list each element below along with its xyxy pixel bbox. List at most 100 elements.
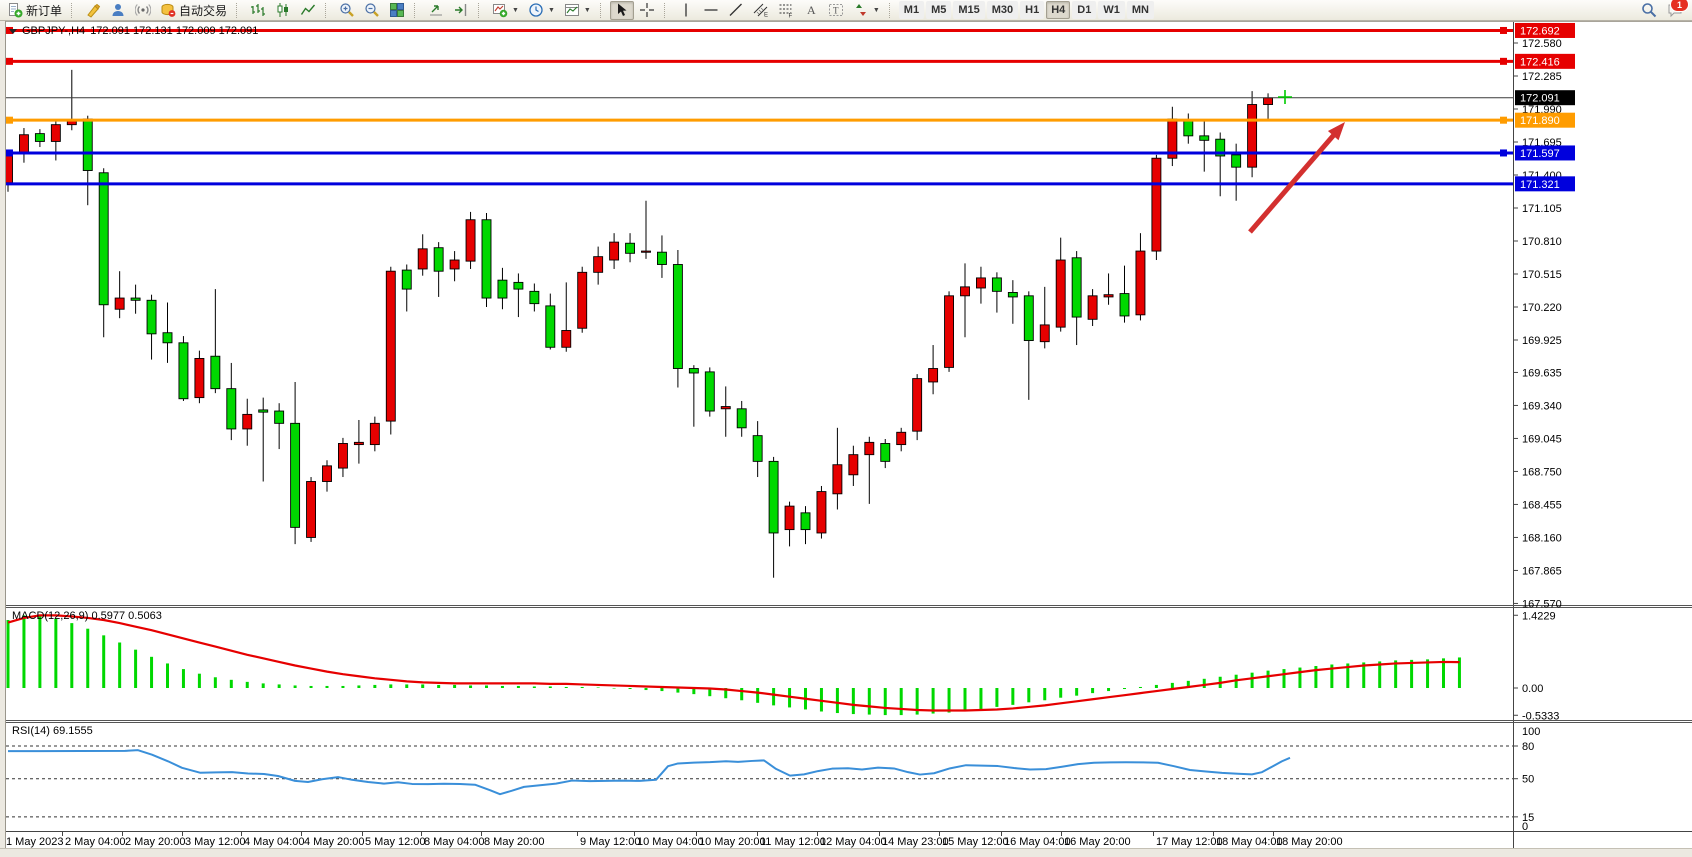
trendline-icon — [729, 3, 742, 16]
macd-tick-label: 0.00 — [1522, 683, 1543, 695]
rsi-level-label: 100 — [1522, 726, 1540, 738]
timeframe-button-M5[interactable]: M5 — [926, 1, 952, 19]
metaeditor-button[interactable] — [81, 1, 105, 20]
price-tick-label: 170.220 — [1522, 302, 1562, 314]
rsi-indicator-label: RSI(14) 69.1555 — [12, 725, 93, 737]
rsi-level-label: 0 — [1522, 821, 1528, 833]
zoom-in-icon — [340, 3, 354, 17]
vline-button[interactable] — [674, 1, 698, 20]
signal-icon — [135, 4, 152, 16]
candle-body — [1103, 294, 1114, 298]
time-tick-label: 5 May 12:00 — [365, 836, 426, 848]
timeframe-button-W1[interactable]: W1 — [1098, 1, 1125, 19]
trend-arrow[interactable] — [1248, 129, 1340, 234]
chart-candles-button[interactable] — [271, 1, 295, 20]
community-button[interactable] — [106, 1, 130, 20]
templates-button[interactable]: ▼ — [560, 1, 595, 20]
search-button[interactable] — [1637, 1, 1661, 20]
candle-body — [1199, 135, 1210, 141]
hline-handle[interactable] — [6, 116, 13, 124]
line-chart-icon — [300, 4, 316, 15]
chevron-down-icon[interactable]: ▼ — [547, 6, 555, 14]
chart-window — [0, 21, 1692, 848]
hline-button[interactable] — [699, 1, 723, 20]
autoscroll-button[interactable] — [424, 1, 448, 20]
crosshair-button[interactable] — [635, 1, 659, 20]
arrows-icon — [855, 4, 866, 16]
candle-body — [481, 219, 492, 299]
time-tick-label: 14 May 23:00 — [882, 836, 949, 848]
title-dropdown-icon[interactable] — [9, 28, 17, 34]
autotrading-label: 自动交易 — [179, 3, 228, 18]
candle-body — [928, 368, 939, 383]
arrows-button[interactable]: ▼ — [849, 1, 884, 20]
text-button[interactable]: A — [799, 1, 823, 20]
new-order-button[interactable]: 新订单 — [3, 1, 66, 20]
chat-button[interactable]: 1 — [1667, 0, 1689, 18]
toolbar: 新订单 自动交易 ▼ ▼ — [0, 0, 1692, 21]
trend-arrow-head[interactable] — [1327, 122, 1345, 141]
candle-body — [704, 371, 715, 412]
timeframe-button-M1[interactable]: M1 — [898, 1, 925, 19]
timeframe-button-D1[interactable]: D1 — [1072, 1, 1097, 19]
candle-body — [816, 491, 827, 534]
fibonacci-icon: F — [779, 4, 792, 18]
chart-line-button[interactable] — [296, 1, 320, 20]
autotrading-button[interactable]: 自动交易 — [156, 1, 231, 20]
price-tick-label: 170.810 — [1522, 236, 1562, 248]
chevron-down-icon[interactable]: ▼ — [872, 6, 880, 14]
text-icon: A — [807, 3, 816, 17]
chevron-down-icon[interactable]: ▼ — [583, 6, 591, 14]
price-tick-label: 169.045 — [1522, 433, 1562, 445]
hline-handle[interactable] — [6, 57, 13, 65]
chart-symbol-period: GBPJPY-,H4 — [22, 25, 86, 37]
chart-shift-button[interactable] — [449, 1, 473, 20]
candle-body — [1071, 257, 1082, 318]
cursor-button[interactable] — [609, 0, 634, 20]
candle-body — [1215, 138, 1226, 157]
hline-handle[interactable] — [1500, 57, 1507, 65]
tile-windows-button[interactable] — [385, 1, 409, 20]
candle-body — [896, 431, 907, 446]
price-tick-label: 168.160 — [1522, 532, 1562, 544]
macd-tick-label: 1.4229 — [1522, 610, 1556, 622]
candle-body — [274, 410, 285, 424]
chart-bars-button[interactable] — [246, 1, 270, 20]
timeframe-button-MN[interactable]: MN — [1126, 1, 1154, 19]
autotrading-icon — [161, 3, 176, 17]
toolbar-separator — [663, 2, 669, 18]
new-order-label: 新订单 — [26, 3, 63, 18]
cursor-icon — [617, 3, 627, 16]
timeframe-button-H1[interactable]: H1 — [1020, 1, 1045, 19]
signals-button[interactable] — [131, 1, 155, 20]
toolbar-separator — [71, 2, 76, 18]
periods-button[interactable]: ▼ — [524, 1, 559, 20]
candle-body — [130, 297, 141, 301]
candle-body — [1039, 324, 1050, 343]
time-tick-label: 10 May 20:00 — [699, 836, 766, 848]
equidistant-channel-icon: E — [753, 3, 768, 18]
macd-indicator-label: MACD(12,26,9) 0.5977 0.5063 — [12, 610, 162, 622]
timeframe-button-M30[interactable]: M30 — [986, 1, 1019, 19]
chevron-down-icon[interactable]: ▼ — [512, 6, 519, 14]
price-label-text: 171.597 — [1520, 148, 1560, 160]
timeframe-button-H4[interactable]: H4 — [1046, 1, 1071, 19]
hline-handle[interactable] — [1500, 26, 1507, 34]
timeframe-button-M15[interactable]: M15 — [953, 1, 985, 19]
zoom-out-button[interactable] — [360, 1, 384, 20]
zoom-in-button[interactable] — [335, 1, 359, 20]
trendline-button[interactable] — [724, 1, 748, 20]
hline-handle[interactable] — [6, 149, 13, 157]
candle-body — [338, 443, 348, 469]
hline-handle[interactable] — [1500, 149, 1507, 157]
indicators-button[interactable]: ▼ — [488, 1, 523, 20]
hline-handle[interactable] — [1500, 116, 1507, 124]
price-tick-label: 169.635 — [1522, 367, 1562, 379]
rsi-level-label: 15 — [1522, 812, 1534, 824]
candle-body — [50, 124, 61, 142]
fibonacci-button[interactable]: F — [774, 1, 798, 20]
chart-title[interactable]: GBPJPY-,H4 172.091 172.131 172.009 172.0… — [9, 25, 258, 37]
text-label-button[interactable]: T — [824, 1, 848, 20]
channel-button[interactable]: E — [749, 1, 773, 20]
